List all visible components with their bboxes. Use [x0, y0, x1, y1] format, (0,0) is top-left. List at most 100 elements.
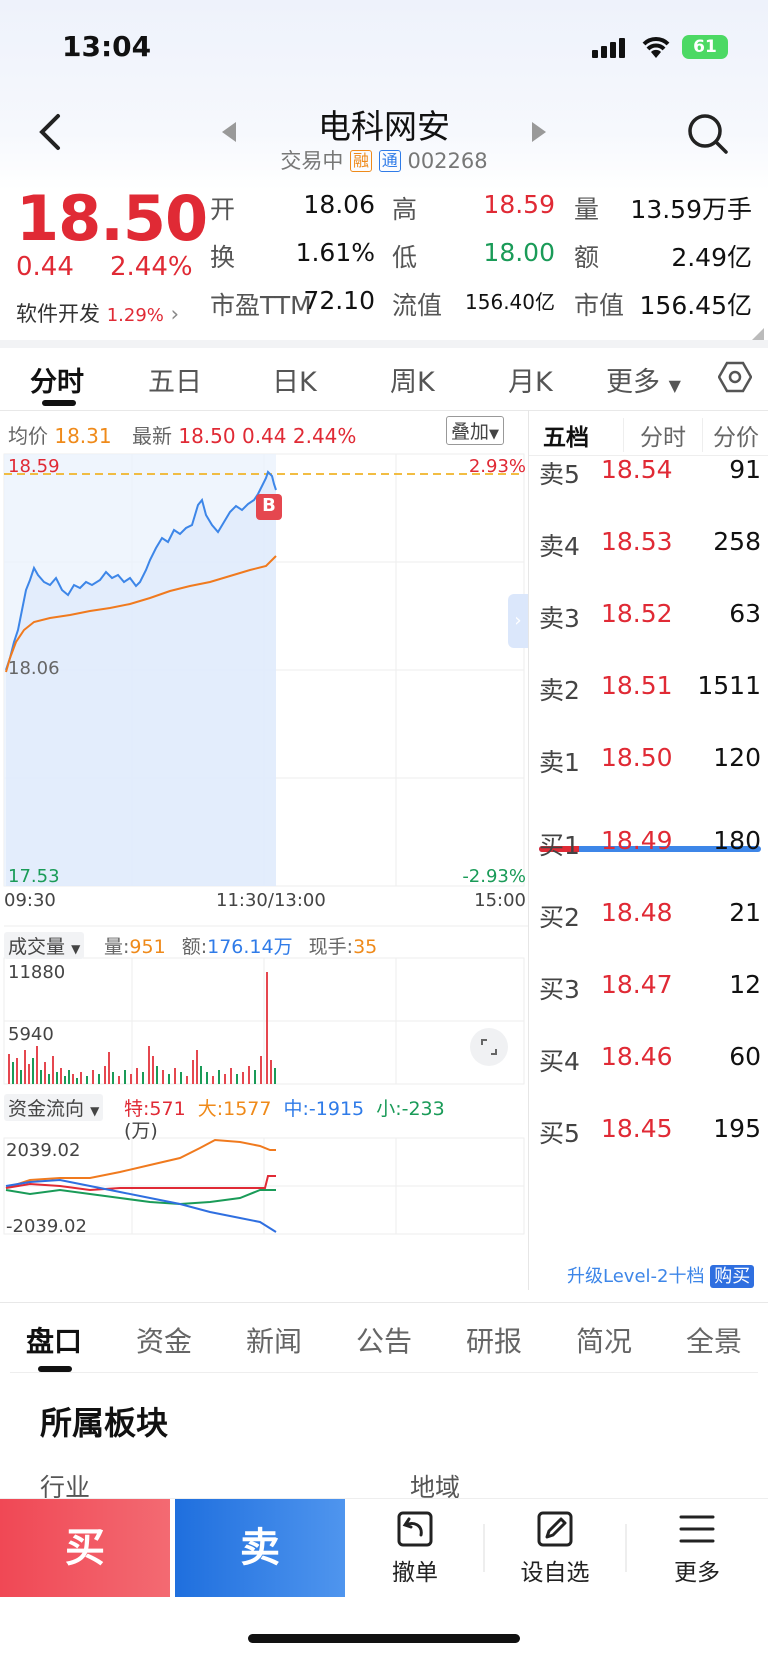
- bid-price: 18.48: [601, 898, 673, 927]
- pct-axis-top: 2.93%: [468, 456, 526, 477]
- sector-link[interactable]: 软件开发 1.29% ›: [16, 298, 179, 328]
- bid-row[interactable]: 买2 18.48 21: [539, 898, 761, 938]
- bid-row[interactable]: 买4 18.46 60: [539, 1042, 761, 1082]
- tab-monthly-k[interactable]: 月K: [508, 367, 553, 398]
- bid-vol: 12: [729, 970, 761, 999]
- bid-vol: 180: [713, 826, 761, 855]
- ask-row[interactable]: 卖3 18.52 63: [539, 599, 761, 639]
- cancel-order-button[interactable]: 撤单: [360, 1509, 470, 1587]
- quote-label: 市值: [574, 291, 625, 320]
- level2-upgrade[interactable]: 升级Level-2十档 购买: [567, 1262, 755, 1288]
- fund-axis-bottom: -2039.02: [6, 1216, 87, 1237]
- detail-tab[interactable]: 盘口: [26, 1325, 83, 1358]
- volume-axis-top: 11880: [8, 962, 66, 983]
- price-axis-bottom: 17.53: [8, 866, 60, 887]
- quote-label: 低: [392, 243, 418, 272]
- battery-icon: 61: [682, 35, 728, 59]
- overlay-button[interactable]: 叠加▼: [446, 416, 505, 445]
- detail-tab[interactable]: 研报: [466, 1325, 523, 1358]
- ask-price: 18.52: [601, 599, 673, 628]
- fund-flow-selector[interactable]: 资金流向 ▼: [4, 1094, 104, 1121]
- prev-stock-icon[interactable]: [222, 122, 238, 146]
- more-button[interactable]: 更多: [642, 1509, 752, 1587]
- edit-icon: [537, 1511, 573, 1547]
- tab-five-level[interactable]: 五档: [543, 425, 589, 451]
- connect-tag: 通: [378, 150, 401, 172]
- overlay-label: 叠加: [451, 421, 490, 443]
- divider: [625, 1524, 627, 1572]
- sector-pct: 1.29%: [106, 305, 164, 326]
- expand-tab-icon[interactable]: ›: [508, 594, 528, 648]
- bid-price: 18.49: [601, 826, 673, 855]
- wifi-icon: [640, 34, 672, 64]
- quote-label: 流值: [392, 291, 443, 320]
- fullscreen-icon[interactable]: [470, 1028, 508, 1066]
- ask-row[interactable]: 卖1 18.50 120: [539, 743, 761, 783]
- bid-vol: 195: [713, 1114, 761, 1143]
- tab-ticks[interactable]: 分时: [623, 418, 703, 452]
- avg-value: 18.31: [54, 424, 112, 448]
- quote-value: 156.45亿: [639, 291, 752, 320]
- tab-five-day[interactable]: 五日: [148, 367, 202, 398]
- price-change-pct: 2.44%: [110, 252, 193, 282]
- tab-underline: [42, 400, 76, 406]
- volume-info: 量:951 额:176.14万 现手:35: [104, 936, 378, 958]
- ask-row[interactable]: 卖5 18.54 91: [539, 455, 761, 495]
- add-watchlist-button[interactable]: 设自选: [500, 1509, 610, 1587]
- sell-button[interactable]: 卖: [175, 1499, 345, 1597]
- quote-value: 13.59万手: [630, 195, 752, 224]
- time-axis-start: 09:30: [4, 890, 56, 911]
- quote-value: 72.10: [303, 286, 375, 315]
- sector-label: 软件开发: [16, 302, 100, 326]
- bid-label: 买4: [539, 1047, 580, 1076]
- menu-icon: [679, 1515, 715, 1543]
- ask-price: 18.54: [601, 455, 673, 484]
- tab-daily-k[interactable]: 日K: [272, 367, 317, 398]
- region-label: 地域: [410, 1473, 461, 1502]
- bid-label: 买2: [539, 903, 580, 932]
- bid-row[interactable]: 买5 18.45 195: [539, 1114, 761, 1154]
- divider: [483, 1524, 485, 1572]
- order-book: 五档 分时 分价 卖5 18.54 91 卖4 18.53 258 卖3 18.52 63 卖2 1…: [528, 410, 768, 1290]
- industry-label: 行业: [40, 1473, 91, 1502]
- caret-down-icon: ▼: [71, 942, 81, 956]
- current-price: 18.50: [16, 182, 208, 255]
- ask-row[interactable]: 卖2 18.51 1511: [539, 671, 761, 711]
- detail-tab[interactable]: 资金: [136, 1325, 193, 1358]
- tab-weekly-k[interactable]: 周K: [390, 367, 435, 398]
- buy-button[interactable]: 买: [0, 1499, 170, 1597]
- bid-ask-ratio-red: [539, 846, 579, 852]
- bid-price: 18.47: [601, 970, 673, 999]
- detail-tab[interactable]: 简况: [576, 1325, 633, 1358]
- next-stock-icon[interactable]: [530, 122, 546, 146]
- divider: [10, 1372, 758, 1373]
- volume-selector-label: 成交量: [8, 936, 66, 958]
- quote-value: 18.06: [303, 190, 375, 219]
- quote-label: 开: [210, 195, 236, 224]
- add-watchlist-label: 设自选: [520, 1560, 590, 1586]
- detail-tab[interactable]: 新闻: [246, 1325, 303, 1358]
- tab-intraday[interactable]: 分时: [30, 367, 84, 398]
- divider: [0, 410, 768, 411]
- settings-hex-icon[interactable]: [717, 360, 753, 398]
- buy-badge[interactable]: 购买: [710, 1265, 755, 1288]
- volume-selector[interactable]: 成交量 ▼: [4, 932, 85, 959]
- bid-row[interactable]: 买1 18.49 180: [539, 826, 761, 866]
- tab-price-dist[interactable]: 分价: [713, 425, 759, 451]
- search-icon[interactable]: [686, 112, 730, 160]
- tab-more[interactable]: 更多 ▼: [606, 360, 681, 399]
- bid-row[interactable]: 买3 18.47 12: [539, 970, 761, 1010]
- detail-tab-underline: [38, 1366, 72, 1372]
- price-change: 0.44: [16, 252, 74, 282]
- back-button[interactable]: [36, 112, 64, 156]
- stock-name: 电科网安: [318, 107, 450, 146]
- quote-label: 市盈TTM: [210, 291, 312, 320]
- detail-tab[interactable]: 公告: [356, 1325, 413, 1358]
- ask-vol: 120: [713, 743, 761, 772]
- detail-tab[interactable]: 全景: [686, 1325, 743, 1358]
- latest-pct: 2.44%: [292, 424, 357, 448]
- header-background: [0, 0, 768, 190]
- caret-down-icon: ▼: [489, 427, 500, 442]
- orderbook-tabs: 五档 分时 分价: [529, 410, 768, 456]
- ask-row[interactable]: 卖4 18.53 258: [539, 527, 761, 567]
